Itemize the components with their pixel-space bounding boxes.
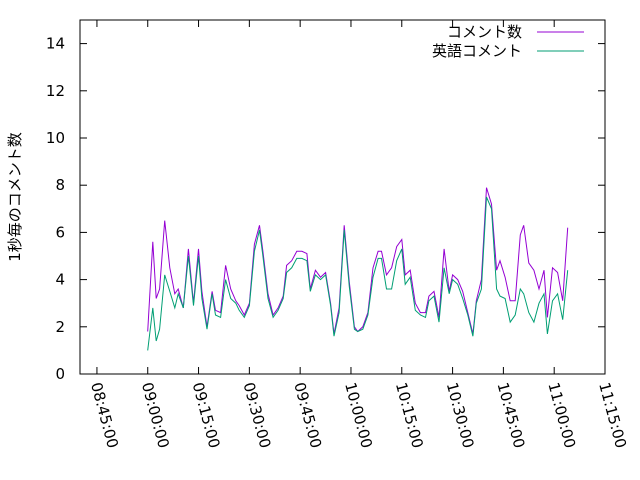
series-line-2 [147, 196, 569, 351]
legend-label: コメント数 [447, 23, 522, 41]
x-tick-label: 09:00:00 [138, 380, 173, 450]
series-line-1 [147, 187, 569, 335]
y-tick-label: 8 [55, 176, 65, 194]
x-tick-label: 09:30:00 [239, 380, 274, 450]
y-axis-label: 1秒毎のコメント数 [6, 132, 24, 262]
x-axis: 08:45:00 09:00:00 09:15:00 09:30:00 09:45:00… [87, 20, 630, 450]
x-tick-label: 09:45:00 [290, 380, 325, 450]
x-tick-label: 10:45:00 [494, 380, 529, 450]
legend-label: 英語コメント [432, 42, 522, 60]
y-tick-label: 14 [46, 35, 65, 53]
x-tick-label: 09:15:00 [189, 380, 224, 450]
y-tick-label: 6 [55, 223, 65, 241]
y-tick-label: 4 [55, 271, 65, 289]
x-tick-label: 11:00:00 [544, 380, 579, 450]
x-tick-label: 11:15:00 [595, 380, 630, 450]
x-tick-label: 10:30:00 [443, 380, 478, 450]
plot-border [79, 19, 606, 375]
plot-frame [79, 19, 606, 375]
y-tick-label: 0 [55, 365, 65, 383]
y-tick-label: 12 [46, 82, 65, 100]
series-layer [147, 187, 569, 351]
y-tick-label: 2 [55, 318, 65, 336]
y-tick-label: 10 [46, 129, 65, 147]
x-tick-label: 10:15:00 [392, 380, 427, 450]
x-tick-label: 08:45:00 [87, 380, 122, 450]
x-tick-label: 10:00:00 [341, 380, 376, 450]
y-axis: 0 2 4 6 8 10 12 14 [46, 35, 605, 383]
